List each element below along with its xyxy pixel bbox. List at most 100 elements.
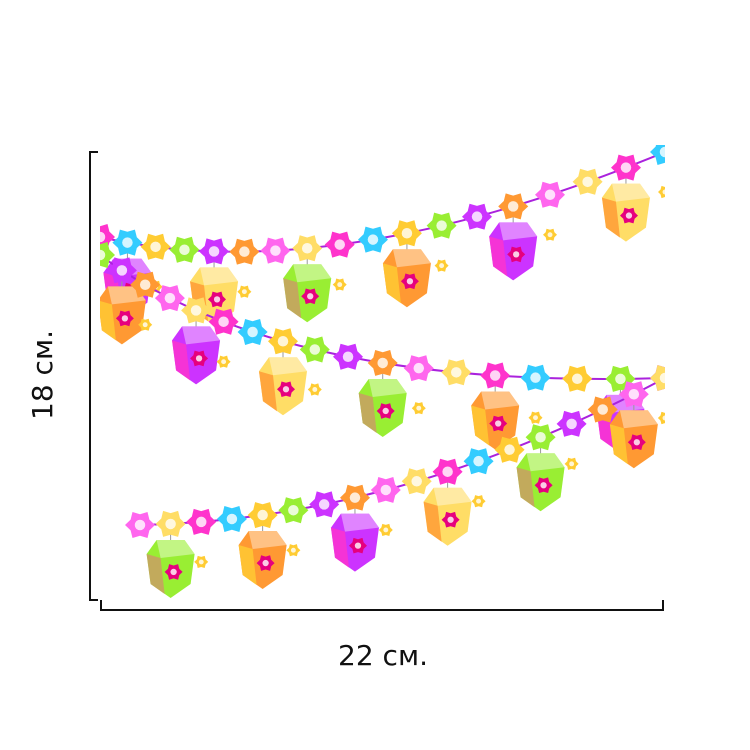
flower-center — [337, 282, 343, 288]
height-bracket — [89, 151, 98, 601]
flower-center — [633, 439, 640, 446]
flower-center — [121, 315, 129, 322]
lantern-top — [611, 183, 650, 202]
height-label: 18 см. — [26, 330, 59, 420]
paper-flower — [658, 185, 665, 199]
flower-center — [406, 278, 414, 285]
flower-center — [208, 246, 220, 257]
flower-center — [342, 351, 354, 362]
flower-center — [164, 292, 176, 304]
width-label: 22 см. — [338, 639, 428, 672]
flower-center — [213, 296, 221, 303]
lantern-side — [471, 405, 490, 446]
paper-flower — [658, 411, 665, 425]
flower-center — [354, 542, 362, 549]
flower-center — [513, 251, 520, 258]
flower-center — [262, 559, 269, 567]
flower-center — [473, 455, 484, 467]
flower-center — [190, 305, 202, 316]
flower-center — [535, 431, 546, 443]
flower-center — [383, 527, 389, 533]
flower-center — [569, 461, 575, 467]
flower-center — [349, 492, 361, 503]
flower-center — [290, 547, 296, 553]
flower-center — [540, 482, 547, 489]
flower-center — [659, 372, 665, 384]
flower-center — [380, 484, 392, 496]
flower-center — [597, 404, 608, 415]
flower-center — [198, 559, 204, 565]
flower-center — [277, 336, 289, 347]
flower-center — [150, 241, 161, 253]
flower-center — [544, 189, 556, 201]
lantern-side — [238, 545, 257, 586]
flower-center — [116, 265, 128, 276]
flower-center — [377, 357, 388, 369]
lantern-top — [293, 264, 332, 283]
flower-center — [413, 362, 425, 374]
lantern-top — [156, 539, 195, 558]
flower-center — [442, 466, 453, 477]
lantern-top — [268, 357, 307, 376]
lantern-side — [489, 236, 508, 277]
lantern-top — [368, 378, 407, 397]
flower-center — [309, 344, 321, 355]
flower-center — [566, 418, 577, 430]
flower-center — [451, 367, 462, 378]
flower-center — [307, 293, 314, 300]
flower-center — [270, 245, 281, 256]
flower-center — [282, 386, 290, 393]
lantern-top — [200, 267, 239, 286]
flower-center — [625, 212, 633, 219]
flower-center — [179, 244, 190, 256]
lantern-top — [481, 391, 520, 410]
flower-center — [504, 444, 515, 455]
flower-center — [195, 516, 207, 528]
flower-center — [411, 476, 422, 487]
flower-center — [416, 405, 422, 411]
flower-center — [142, 322, 148, 328]
flower-center — [195, 355, 203, 362]
lantern-side — [609, 424, 628, 465]
flower-center — [100, 231, 106, 243]
flower-center — [507, 201, 519, 212]
flower-center — [659, 146, 665, 158]
flower-center — [533, 415, 538, 421]
garlands — [100, 145, 665, 598]
flower-center — [218, 316, 229, 327]
lantern-side — [146, 553, 165, 594]
lantern-side — [516, 467, 535, 508]
flower-center — [165, 518, 176, 530]
flower-center — [436, 220, 447, 231]
flower-center — [312, 387, 318, 392]
flower-center — [257, 509, 268, 521]
flower-center — [241, 289, 247, 295]
flower-center — [334, 239, 345, 250]
flower-center — [139, 279, 151, 290]
lantern-top — [619, 410, 658, 429]
lantern-top — [340, 513, 379, 532]
flower-center — [547, 232, 553, 238]
flower-center — [571, 373, 583, 385]
flower-center — [582, 176, 593, 188]
flower-center — [288, 504, 299, 516]
width-bracket — [100, 600, 664, 611]
flower-center — [247, 326, 258, 338]
lantern-side — [382, 263, 401, 304]
lantern-top — [526, 453, 565, 472]
lantern-top — [499, 222, 538, 241]
flower-center — [226, 513, 238, 525]
flower-center — [318, 499, 330, 510]
lantern-side — [330, 527, 349, 568]
paper-flower — [650, 365, 665, 391]
lantern-side — [283, 278, 302, 319]
flower-center — [382, 407, 389, 415]
flower-center — [530, 372, 541, 383]
lantern-side — [100, 300, 116, 341]
lantern-side — [601, 197, 620, 238]
flower-center — [628, 388, 640, 400]
lantern-top — [433, 487, 472, 506]
flower-center — [447, 516, 454, 523]
